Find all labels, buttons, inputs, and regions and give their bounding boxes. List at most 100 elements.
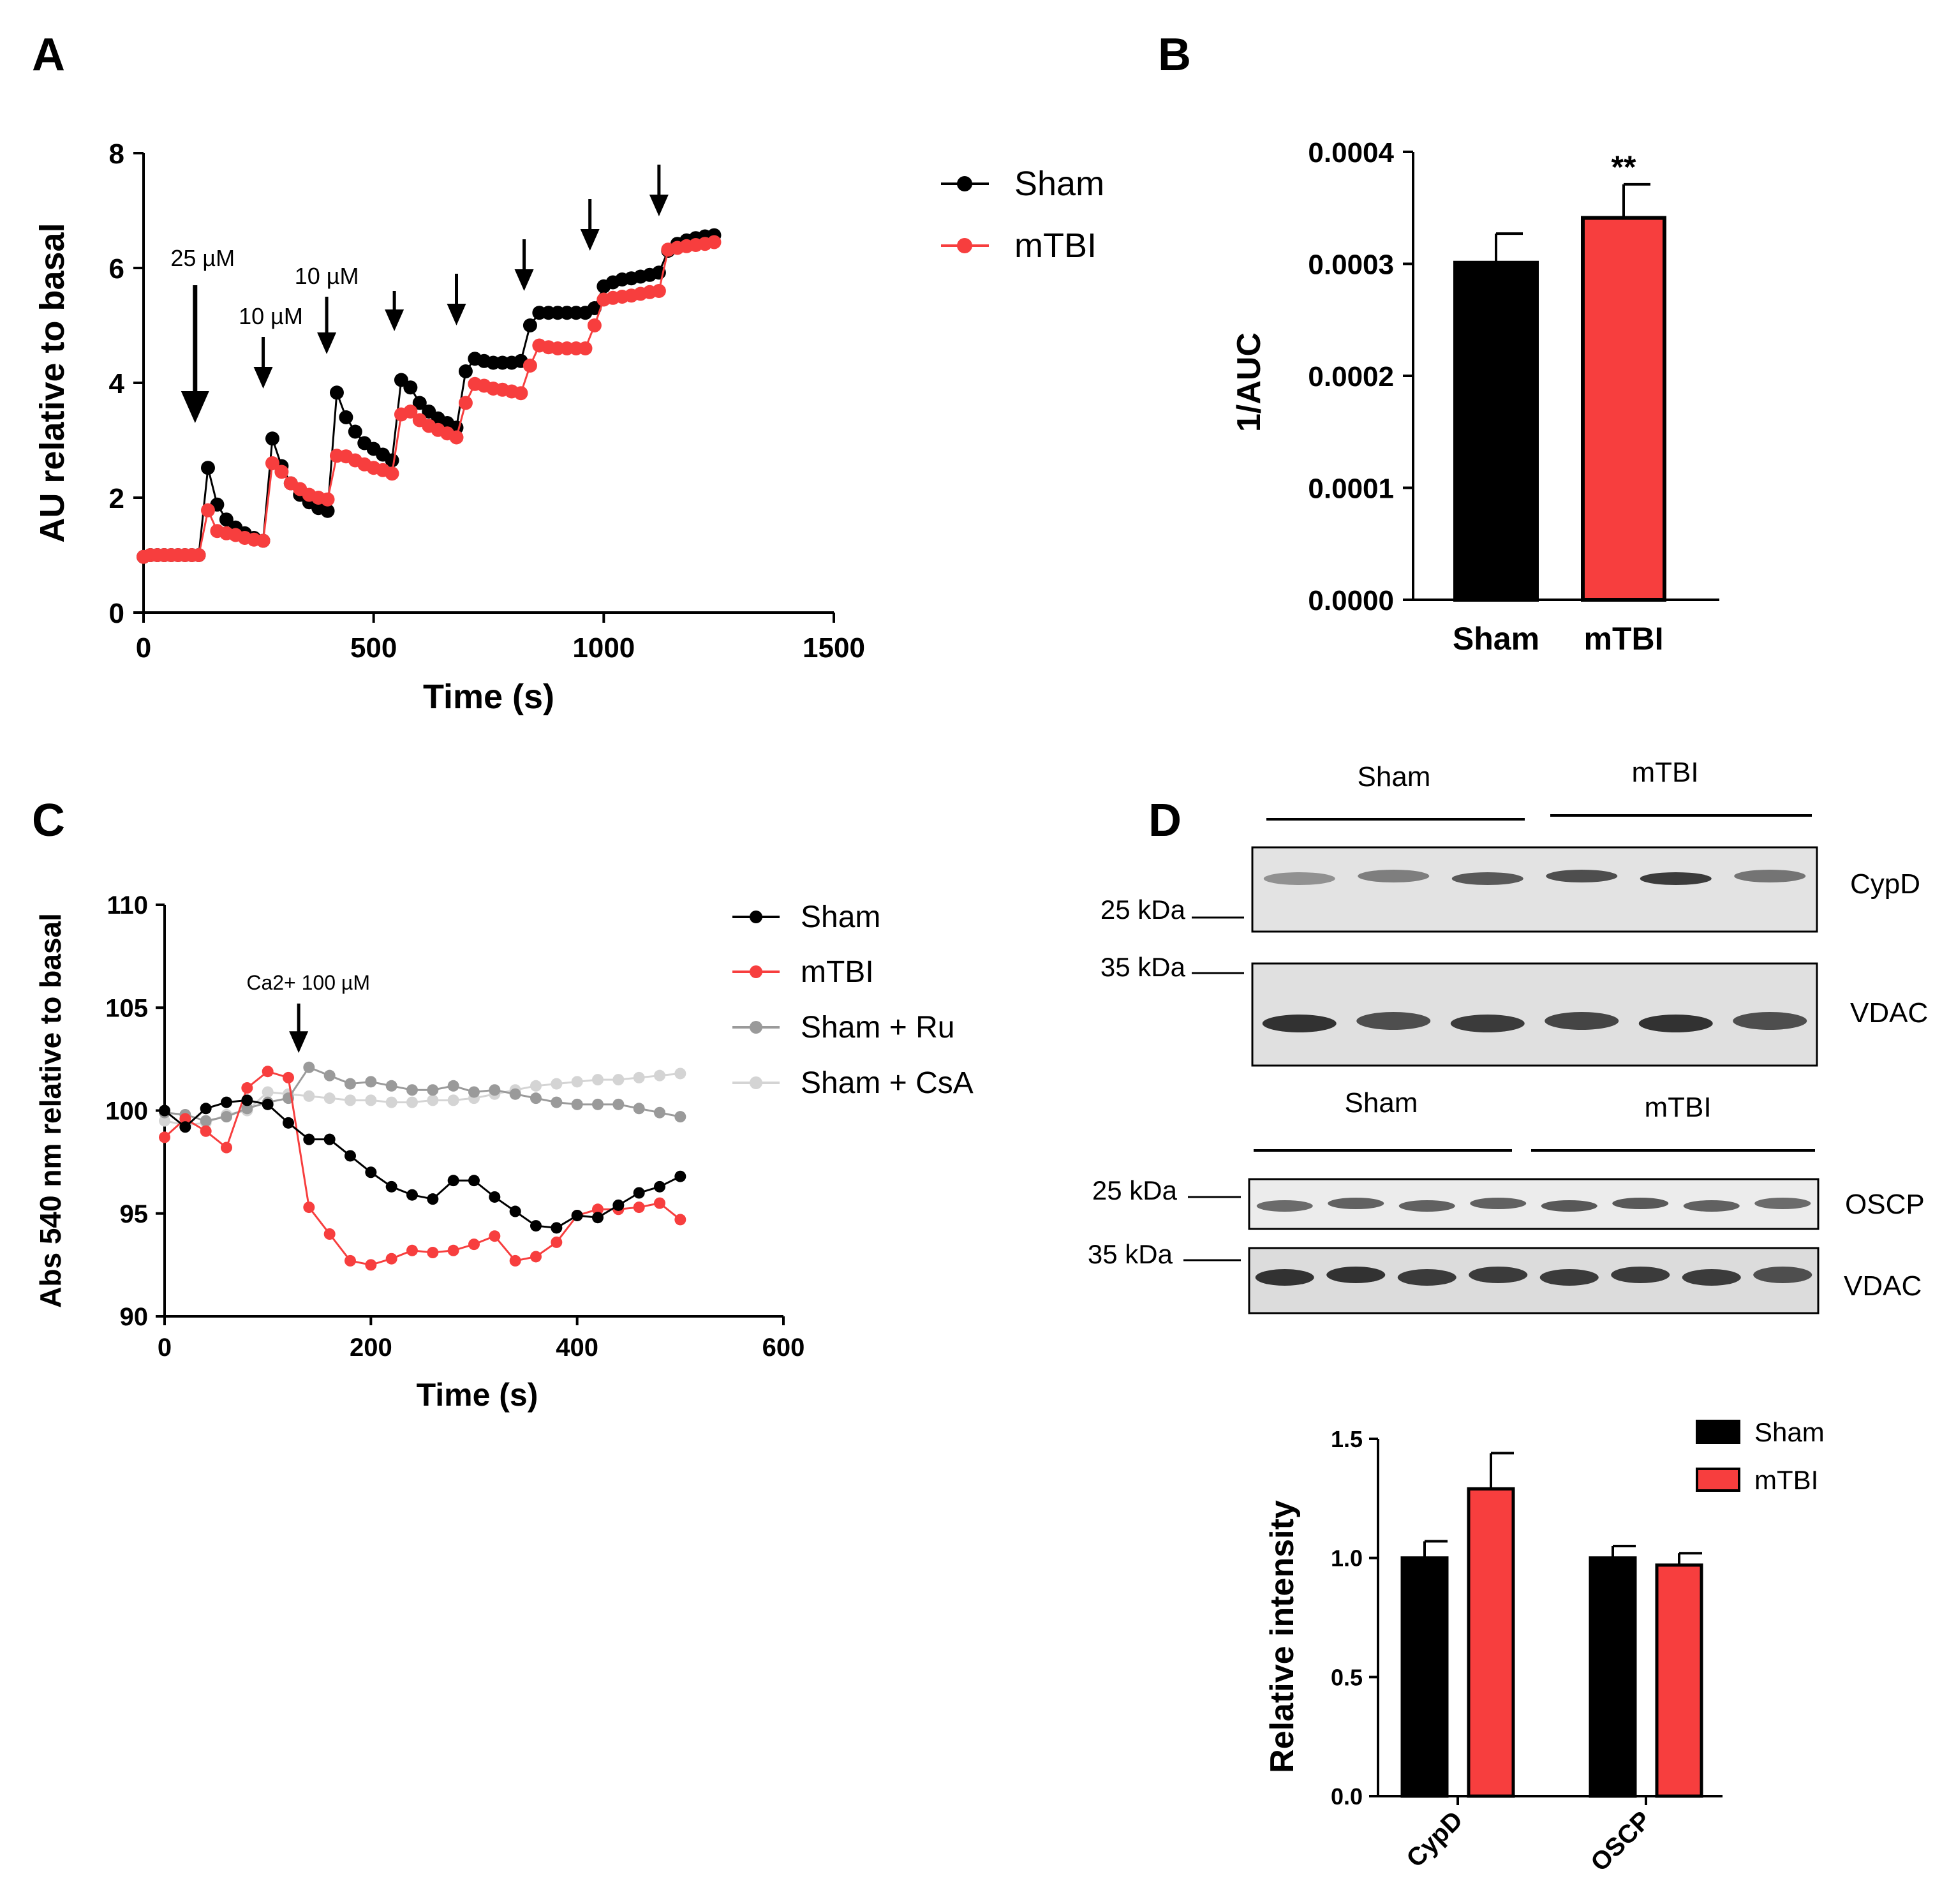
y-tick-label: 1.0 <box>1331 1545 1363 1572</box>
y-tick-label: 110 <box>107 891 148 919</box>
legend-marker <box>750 965 762 978</box>
blot-band <box>1733 1012 1807 1030</box>
data-point <box>412 396 427 410</box>
bar-sham <box>1453 260 1539 602</box>
data-point <box>283 1071 294 1083</box>
data-point <box>345 1078 356 1090</box>
data-point <box>406 1244 418 1256</box>
data-point <box>406 1096 418 1108</box>
blot-band <box>1734 870 1806 882</box>
stimulus-arrow-head <box>649 195 669 216</box>
data-point <box>345 1254 356 1267</box>
data-point <box>365 1166 377 1179</box>
blot-band <box>1328 1198 1384 1209</box>
blot-bottom-group-sham: Sham <box>1345 1087 1418 1119</box>
stimulus-arrow-head <box>181 391 209 423</box>
stimulus-label: 10 µM <box>295 263 359 289</box>
chart-d: 0.0 0.5 1.0 1.5 Relative intensity CypD OSCP Sh… <box>1264 1417 1825 1877</box>
data-point <box>530 1092 542 1104</box>
data-point <box>262 1086 274 1098</box>
data-point <box>403 405 418 419</box>
blot-band <box>1683 1200 1740 1212</box>
data-point <box>468 1175 480 1187</box>
blot-band <box>1539 1269 1599 1286</box>
blot-band <box>1545 1012 1619 1030</box>
data-point <box>551 1078 563 1090</box>
data-point <box>320 492 335 507</box>
data-point <box>633 1187 645 1199</box>
data-point <box>427 1193 439 1205</box>
data-point <box>221 1111 232 1123</box>
data-point <box>509 1254 521 1267</box>
x-tick-label: 1000 <box>572 632 635 664</box>
data-point <box>303 1090 315 1102</box>
data-point <box>427 1247 439 1259</box>
data-point <box>489 1191 501 1203</box>
data-point <box>654 1069 665 1082</box>
data-point <box>303 1133 315 1145</box>
data-point <box>551 1236 563 1248</box>
x-tick-label: 200 <box>350 1334 392 1362</box>
data-point <box>179 1121 191 1133</box>
chart-c: 0 200 400 600 90 95 100 105 110 Time (s) Abs 540 n… <box>34 891 974 1413</box>
data-point <box>587 301 602 315</box>
data-point <box>200 1115 212 1127</box>
y-tick-label: 0.0000 <box>1308 585 1394 616</box>
y-tick-label: 0.5 <box>1331 1664 1363 1690</box>
data-point <box>339 410 353 424</box>
x-axis-label: Time (s) <box>417 1377 538 1413</box>
data-point <box>345 1094 356 1106</box>
data-point <box>241 1103 253 1115</box>
blot-top-group-mtbi: mTBI <box>1631 757 1698 788</box>
data-point <box>489 1230 501 1242</box>
blot-band <box>1256 1200 1313 1212</box>
panel-label-c: C <box>32 795 65 846</box>
data-point <box>179 1113 191 1125</box>
data-point <box>522 318 537 332</box>
data-point <box>530 1251 542 1263</box>
stimulus-arrow-head <box>253 367 273 389</box>
data-point <box>191 548 206 562</box>
stimulus-arrow-head <box>580 229 600 251</box>
data-point <box>674 1170 686 1182</box>
blot-band <box>1546 870 1618 882</box>
data-point <box>265 431 279 446</box>
y-tick-label: 0.0004 <box>1308 137 1394 168</box>
blot-bottom-bands-oscp <box>1256 1198 1811 1212</box>
stimulus-label: 25 µM <box>170 245 235 271</box>
blot-top-bands-cypd <box>1263 870 1806 885</box>
legend-marker <box>957 238 972 253</box>
blot-bottom-bands-vdac <box>1255 1267 1812 1286</box>
data-point <box>447 1080 459 1092</box>
data-point <box>265 456 279 470</box>
blot-top-marker-35: 35 kDa <box>1100 952 1186 982</box>
blot-band <box>1682 1269 1741 1286</box>
data-point <box>447 1175 459 1187</box>
data-point <box>427 1084 439 1096</box>
stimulus-arrow-head <box>289 1031 309 1053</box>
data-point <box>385 1080 397 1092</box>
data-point <box>612 1098 625 1110</box>
data-point <box>345 1150 356 1162</box>
blot-band <box>1754 1198 1811 1209</box>
data-point <box>200 1125 212 1137</box>
y-tick-label: 8 <box>109 138 124 170</box>
blot-top-row-vdac <box>1251 962 1818 1067</box>
chart-b: 0.0000 0.0001 0.0002 0.0003 0.0004 1/AUC Sham m… <box>1231 137 1719 657</box>
data-point <box>256 533 270 548</box>
x-tick-label: CypD <box>1401 1806 1468 1873</box>
y-tick-label: 100 <box>105 1097 148 1126</box>
data-point <box>365 1259 377 1271</box>
blot-band <box>1263 872 1335 885</box>
y-axis-label: Abs 540 nm relative to basal <box>34 913 67 1308</box>
bar-oscp-mtbi <box>1655 1563 1703 1798</box>
data-point <box>578 341 593 355</box>
panel-label-d: D <box>1148 795 1182 846</box>
blot-bottom-marker-35: 35 kDa <box>1088 1239 1173 1269</box>
data-point <box>654 1197 665 1209</box>
x-tick-label: 400 <box>556 1334 598 1362</box>
y-tick-label: 0.0 <box>1331 1783 1363 1810</box>
y-tick-label: 90 <box>120 1303 149 1331</box>
data-point <box>674 1111 686 1123</box>
y-tick-label: 0.0002 <box>1308 361 1394 392</box>
